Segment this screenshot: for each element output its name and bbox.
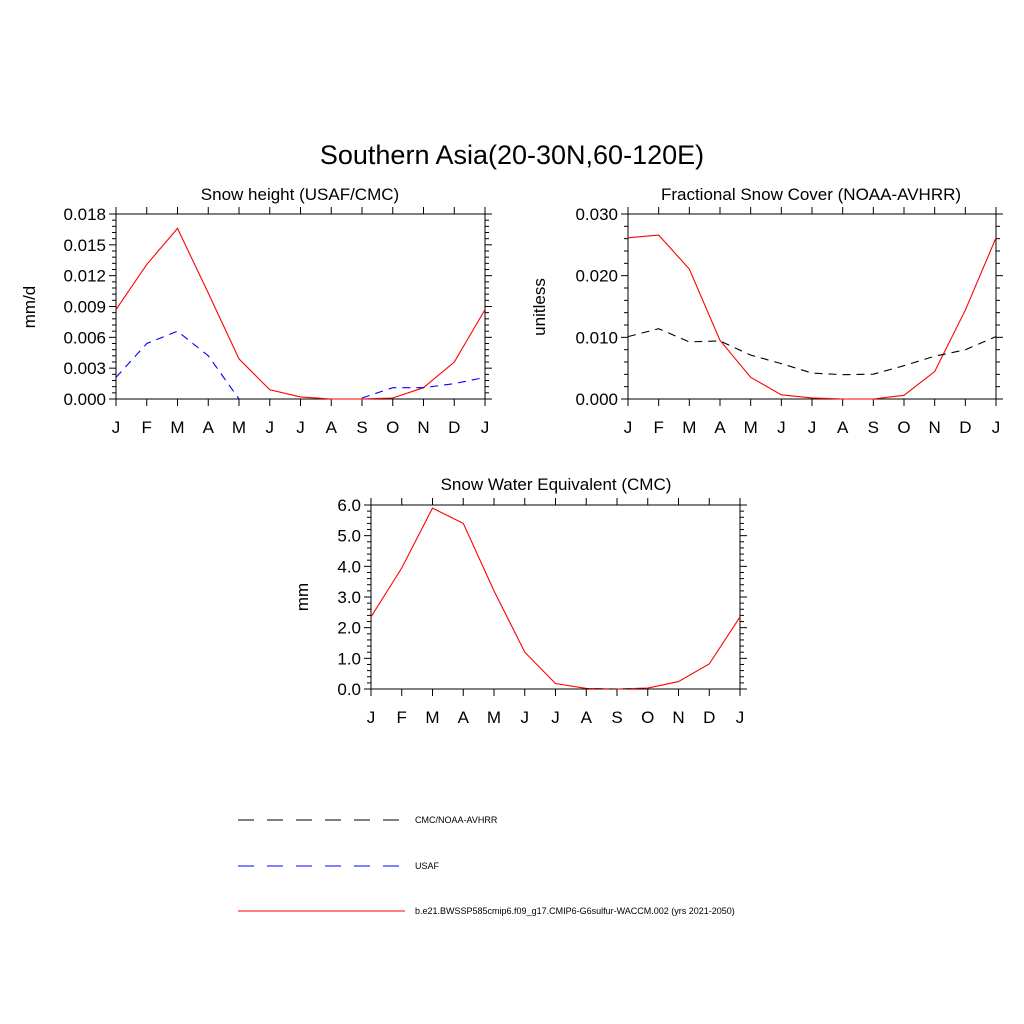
- x-tick-label: S: [356, 418, 367, 437]
- series-line-0: [115, 227, 486, 400]
- y-tick-label: 0.015: [63, 236, 106, 255]
- panel-fractional-snow-cover: Fractional Snow Cover (NOAA-AVHRR) unitl…: [530, 185, 1003, 437]
- plot-frame: [627, 213, 997, 400]
- x-tick-label: O: [641, 708, 654, 727]
- x-tick-label: O: [897, 418, 910, 437]
- legend-entry-model: b.e21.BWSSP585cmip6.f09_g17.CMIP6-G6sulf…: [238, 906, 735, 916]
- y-axis-label: mm: [293, 583, 312, 611]
- x-tick-label: J: [521, 708, 530, 727]
- x-tick-label: M: [425, 708, 439, 727]
- x-tick-label: S: [868, 418, 879, 437]
- series-line-1: [361, 376, 486, 399]
- plot-frame: [370, 504, 741, 690]
- y-tick-label: 0.030: [575, 205, 618, 224]
- x-tick-label: D: [703, 708, 715, 727]
- series-line-1: [115, 330, 240, 400]
- legend-label: b.e21.BWSSP585cmip6.f09_g17.CMIP6-G6sulf…: [415, 906, 735, 916]
- x-tick-label: J: [992, 418, 1001, 437]
- y-tick-label: 6.0: [337, 496, 361, 515]
- y-tick-label: 0.020: [575, 267, 618, 286]
- x-tick-label: M: [682, 418, 696, 437]
- y-tick-label: 4.0: [337, 557, 361, 576]
- x-tick-label: J: [266, 418, 275, 437]
- x-tick-label: J: [624, 418, 633, 437]
- legend-entry-cmc-noaa: CMC/NOAA-AVHRR: [238, 815, 498, 825]
- y-tick-label: 0.006: [63, 328, 106, 347]
- x-tick-label: S: [611, 708, 622, 727]
- x-tick-label: J: [808, 418, 817, 437]
- y-tick-label: 1.0: [337, 649, 361, 668]
- x-tick-label: J: [777, 418, 786, 437]
- y-tick-label: 0.012: [63, 267, 106, 286]
- x-tick-label: A: [458, 708, 470, 727]
- y-tick-label: 0.009: [63, 298, 106, 317]
- x-tick-label: M: [744, 418, 758, 437]
- x-tick-label: J: [481, 418, 490, 437]
- legend: CMC/NOAA-AVHRR USAF b.e21.BWSSP585cmip6.…: [238, 815, 735, 916]
- panel-title: Snow height (USAF/CMC): [201, 185, 399, 204]
- legend-entry-usaf: USAF: [238, 861, 440, 871]
- x-tick-label: D: [448, 418, 460, 437]
- y-tick-label: 0.010: [575, 328, 618, 347]
- x-tick-label: N: [672, 708, 684, 727]
- y-tick-label: 0.000: [575, 390, 618, 409]
- x-tick-label: M: [232, 418, 246, 437]
- y-tick-label: 0.000: [63, 390, 106, 409]
- y-tick-label: 0.0: [337, 680, 361, 699]
- x-tick-label: A: [581, 708, 593, 727]
- x-tick-label: N: [929, 418, 941, 437]
- x-tick-label: A: [714, 418, 726, 437]
- x-tick-label: F: [653, 418, 663, 437]
- x-tick-label: A: [203, 418, 215, 437]
- x-tick-label: N: [417, 418, 429, 437]
- x-tick-label: J: [736, 708, 745, 727]
- figure-title: Southern Asia(20-30N,60-120E): [320, 140, 704, 170]
- y-tick-label: 5.0: [337, 527, 361, 546]
- x-tick-label: F: [142, 418, 152, 437]
- x-tick-label: D: [959, 418, 971, 437]
- y-tick-label: 3.0: [337, 588, 361, 607]
- x-tick-label: M: [170, 418, 184, 437]
- x-tick-label: J: [296, 418, 305, 437]
- series-line-1: [627, 328, 997, 376]
- legend-label: CMC/NOAA-AVHRR: [415, 815, 498, 825]
- x-tick-label: J: [367, 708, 376, 727]
- x-tick-label: J: [112, 418, 121, 437]
- x-tick-label: F: [397, 708, 407, 727]
- panel-title: Snow Water Equivalent (CMC): [441, 475, 672, 494]
- panel-title: Fractional Snow Cover (NOAA-AVHRR): [661, 185, 961, 204]
- y-tick-label: 0.018: [63, 205, 106, 224]
- series-line-0: [627, 234, 997, 400]
- series-line-0: [370, 507, 741, 690]
- y-tick-label: 2.0: [337, 619, 361, 638]
- x-tick-label: A: [837, 418, 849, 437]
- y-tick-label: 0.003: [63, 359, 106, 378]
- y-axis-label: unitless: [530, 278, 549, 336]
- x-tick-label: J: [551, 708, 560, 727]
- plot-frame: [115, 213, 486, 400]
- y-axis-label: mm/d: [20, 286, 39, 329]
- x-tick-label: M: [487, 708, 501, 727]
- x-tick-label: A: [326, 418, 338, 437]
- legend-label: USAF: [415, 861, 440, 871]
- x-tick-label: O: [386, 418, 399, 437]
